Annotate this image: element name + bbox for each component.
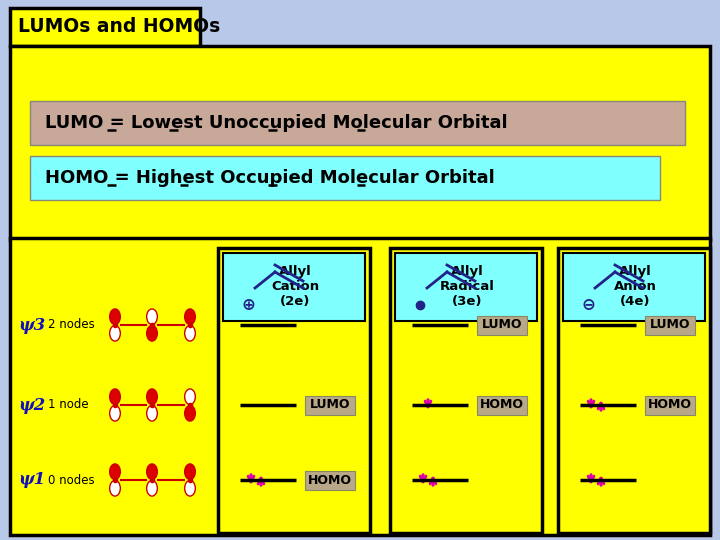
- Ellipse shape: [147, 309, 158, 325]
- Bar: [563, 253, 705, 321]
- Bar: [30, 156, 660, 200]
- Ellipse shape: [184, 389, 195, 404]
- Text: ψ2: ψ2: [18, 396, 45, 414]
- Bar: [645, 315, 695, 334]
- Text: HOMO: HOMO: [480, 399, 524, 411]
- Bar: [305, 470, 355, 489]
- Text: Allyl
Radical
(3e): Allyl Radical (3e): [440, 266, 495, 308]
- Text: ⊖: ⊖: [581, 296, 595, 314]
- Bar: [10, 8, 200, 46]
- Bar: [390, 248, 542, 533]
- Bar: [10, 46, 710, 240]
- Text: LUMO: LUMO: [310, 399, 350, 411]
- Ellipse shape: [147, 481, 158, 496]
- Bar: [645, 395, 695, 415]
- Text: HOMO = Highest Occupied Molecular Orbital: HOMO = Highest Occupied Molecular Orbita…: [45, 169, 495, 187]
- Text: HOMO: HOMO: [308, 474, 352, 487]
- Ellipse shape: [184, 326, 195, 341]
- Ellipse shape: [147, 326, 158, 341]
- Bar: [223, 253, 365, 321]
- Ellipse shape: [109, 464, 120, 480]
- Text: 0 nodes: 0 nodes: [48, 474, 94, 487]
- Text: Allyl
Cation
(2e): Allyl Cation (2e): [271, 266, 319, 308]
- Text: LUMO: LUMO: [649, 319, 690, 332]
- Ellipse shape: [184, 481, 195, 496]
- Text: ψ1: ψ1: [18, 471, 45, 489]
- Ellipse shape: [109, 406, 120, 421]
- Ellipse shape: [147, 406, 158, 421]
- Bar: [10, 238, 710, 535]
- Ellipse shape: [109, 481, 120, 496]
- Bar: [477, 315, 527, 334]
- Text: Allyl
Anion
(4e): Allyl Anion (4e): [613, 266, 657, 308]
- Bar: [477, 395, 527, 415]
- Ellipse shape: [109, 326, 120, 341]
- Bar: [218, 248, 370, 533]
- Text: LUMO: LUMO: [482, 319, 522, 332]
- Text: HOMO: HOMO: [648, 399, 692, 411]
- Text: ψ3: ψ3: [18, 316, 45, 334]
- Text: LUMOs and HOMOs: LUMOs and HOMOs: [18, 17, 220, 37]
- Bar: [395, 253, 537, 321]
- Ellipse shape: [184, 464, 195, 480]
- Ellipse shape: [109, 309, 120, 325]
- Text: LUMO = Lowest Unoccupied Molecular Orbital: LUMO = Lowest Unoccupied Molecular Orbit…: [45, 114, 508, 132]
- Text: 2 nodes: 2 nodes: [48, 319, 95, 332]
- Ellipse shape: [147, 464, 158, 480]
- Bar: [558, 248, 710, 533]
- Bar: [30, 101, 685, 145]
- Text: 1 node: 1 node: [48, 399, 89, 411]
- Ellipse shape: [109, 389, 120, 404]
- Bar: [305, 395, 355, 415]
- Text: ⊕: ⊕: [241, 296, 255, 314]
- Ellipse shape: [147, 389, 158, 404]
- Ellipse shape: [184, 406, 195, 421]
- Ellipse shape: [184, 309, 195, 325]
